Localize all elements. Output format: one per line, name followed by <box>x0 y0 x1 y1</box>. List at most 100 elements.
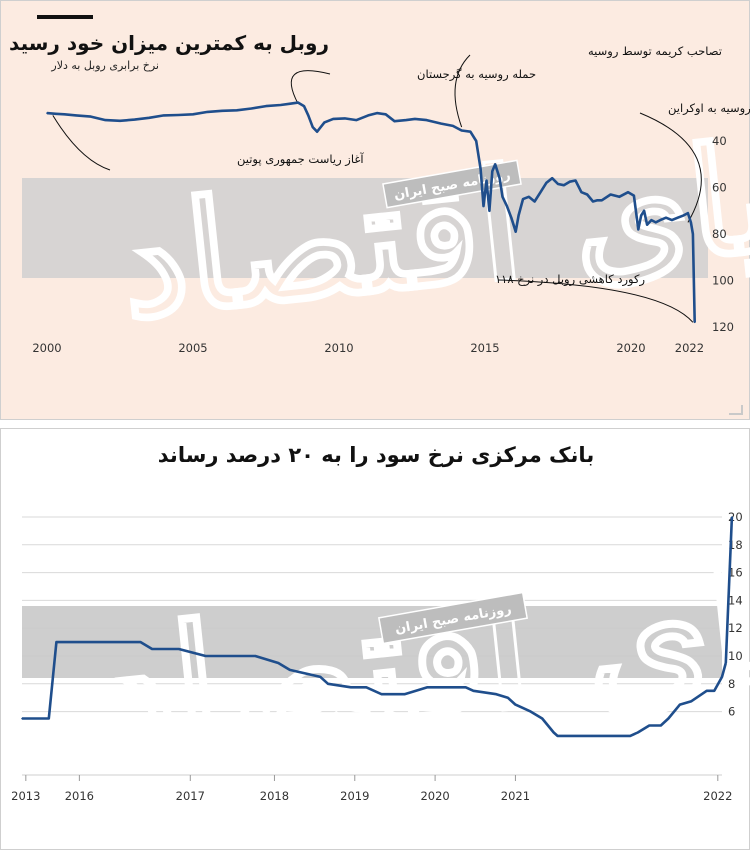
watermark-band <box>22 178 708 278</box>
stamp-box <box>382 159 522 209</box>
data-point <box>279 104 282 106</box>
chart-title: روبل به کمترین میزان خود رسید <box>9 31 329 55</box>
data-point <box>192 113 194 116</box>
data-point <box>151 648 153 650</box>
data-point <box>650 219 653 221</box>
stamp-box <box>377 591 529 645</box>
annotation-label: تصاحب کریمه توسط روسیه <box>588 44 722 59</box>
series-line-ruble <box>46 101 696 323</box>
data-point <box>655 221 657 224</box>
data-point <box>485 179 488 182</box>
data-point <box>514 703 517 706</box>
data-point <box>475 140 478 142</box>
data-point <box>277 662 280 664</box>
x-tick-label: 2013 <box>11 789 40 803</box>
data-point <box>637 228 640 231</box>
data-point <box>163 114 165 117</box>
x-tick-label: 2016 <box>65 789 94 803</box>
data-point <box>104 119 107 121</box>
data-point <box>288 103 291 105</box>
data-point <box>659 724 662 727</box>
data-point <box>687 212 689 214</box>
data-point <box>598 735 601 737</box>
data-point <box>392 693 394 696</box>
data-point <box>239 655 241 657</box>
x-tick-label: 2021 <box>501 789 530 803</box>
data-point <box>133 118 136 121</box>
x-tick-label: 2000 <box>32 341 61 355</box>
data-point <box>510 216 513 219</box>
data-point <box>643 209 645 212</box>
data-point <box>618 196 621 198</box>
annotation-label: حمله روسیه به گرجستان <box>417 67 536 82</box>
data-point <box>517 214 520 217</box>
data-point <box>148 116 150 119</box>
data-point <box>721 676 723 678</box>
data-point <box>498 177 501 179</box>
watermark-logo: دنیای اقتصاد <box>92 512 750 788</box>
watermark-logo: دنیای اقتصاد <box>110 96 750 355</box>
data-point <box>591 735 593 737</box>
y-tick-label: 16 <box>728 566 743 580</box>
data-point <box>135 641 138 643</box>
data-point <box>646 223 648 226</box>
data-point <box>522 198 524 200</box>
data-point <box>460 129 463 132</box>
data-point <box>665 216 667 219</box>
data-point <box>297 101 299 104</box>
data-point <box>426 686 429 689</box>
data-point <box>221 109 223 112</box>
data-point <box>350 686 352 689</box>
data-point <box>206 111 209 113</box>
data-point <box>177 114 180 116</box>
data-point <box>384 113 387 116</box>
data-point <box>501 196 504 198</box>
y-tick-label: 10 <box>728 649 743 663</box>
data-point <box>533 200 536 203</box>
data-point <box>21 717 23 720</box>
data-point <box>557 183 559 185</box>
data-point <box>637 731 639 734</box>
data-point <box>216 655 218 657</box>
gridlines <box>22 516 722 776</box>
data-point <box>438 686 440 689</box>
data-point <box>640 214 643 217</box>
data-point <box>676 216 679 219</box>
x-tick-label: 2017 <box>176 789 205 803</box>
data-point <box>380 693 383 696</box>
data-point <box>586 193 588 196</box>
data-point <box>693 321 696 324</box>
x-tick-label: 2019 <box>340 789 369 803</box>
x-tick-label: 2022 <box>703 789 732 803</box>
data-point <box>327 683 329 685</box>
data-point <box>288 669 291 671</box>
data-point <box>44 717 46 720</box>
data-point <box>78 641 81 643</box>
data-point <box>319 676 322 678</box>
resize-handle-icon <box>729 405 743 415</box>
data-point <box>452 125 454 127</box>
data-point <box>629 735 631 737</box>
data-point <box>139 641 142 643</box>
x-tick-label: 2018 <box>260 789 289 803</box>
y-tick-label: 12 <box>728 621 743 635</box>
annotation-label: رکورد کاهشی روبل در نرخ ۱۱۸ <box>495 272 645 287</box>
data-point <box>355 119 358 121</box>
data-point <box>47 717 50 720</box>
data-point <box>506 205 508 207</box>
data-point <box>671 219 673 221</box>
data-point <box>541 717 543 720</box>
data-point <box>679 703 681 706</box>
data-point <box>425 119 428 121</box>
y-tick-label: 120 <box>712 320 734 334</box>
annotations: آغاز ریاست جمهوری پوتین حمله روسیه به گرج… <box>52 44 750 323</box>
data-point <box>506 696 509 699</box>
data-point <box>250 107 253 110</box>
data-point <box>713 689 716 692</box>
series-line-key-rate <box>724 516 734 664</box>
data-point <box>596 199 599 202</box>
data-point <box>606 735 609 737</box>
data-point <box>414 118 416 120</box>
data-point <box>405 119 407 121</box>
data-point <box>522 707 524 709</box>
